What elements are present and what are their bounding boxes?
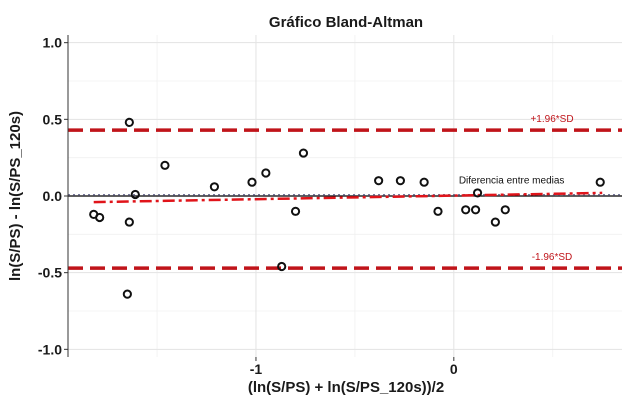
data-point	[122, 289, 132, 299]
y-tick-label: -1.0	[38, 341, 62, 357]
data-points	[89, 117, 605, 299]
data-point	[461, 205, 471, 215]
data-point	[290, 206, 301, 216]
data-point	[130, 189, 140, 200]
reference-lines	[68, 128, 622, 270]
y-axis: 1.0 0.5 0.0 -0.5 -1.0	[38, 35, 68, 357]
data-point	[160, 160, 170, 170]
data-point	[298, 148, 309, 158]
y-tick-label: 0.0	[43, 188, 63, 204]
trend-line	[93, 191, 603, 204]
data-point	[277, 261, 287, 272]
annotations: +1.96*SD -1.96*SD Diferencia entre medias	[459, 114, 574, 263]
data-point	[261, 168, 271, 178]
data-point	[472, 188, 483, 198]
lower-limit-label: -1.96*SD	[532, 252, 573, 263]
upper-limit-label: +1.96*SD	[530, 114, 573, 125]
data-point	[209, 182, 220, 192]
data-point	[124, 117, 134, 128]
x-axis-title: (ln(S/PS) + ln(S/PS_120s))/2	[248, 379, 444, 396]
x-tick-label: 0	[450, 361, 458, 377]
data-point	[395, 176, 405, 186]
data-point	[433, 206, 443, 216]
mean-difference-label: Diferencia entre medias	[459, 176, 565, 187]
data-point	[247, 177, 257, 187]
data-point	[490, 217, 500, 227]
y-tick-label: 1.0	[43, 35, 63, 51]
x-axis: -1 0	[250, 357, 458, 377]
chart-title: Gráfico Bland-Altman	[269, 14, 423, 31]
y-tick-label: 0.5	[43, 111, 63, 127]
data-point	[419, 177, 429, 187]
data-point	[500, 205, 510, 215]
data-point	[95, 212, 105, 223]
y-axis-title: ln(S/PS) - ln(S/PS_120s)	[7, 111, 24, 281]
data-point	[374, 176, 384, 186]
y-tick-label: -0.5	[38, 265, 62, 281]
x-tick-label: -1	[250, 361, 263, 377]
data-point	[470, 205, 481, 215]
plot-panel: +1.96*SD -1.96*SD Diferencia entre medias	[67, 35, 622, 357]
data-point	[124, 217, 134, 227]
data-point	[595, 177, 605, 187]
